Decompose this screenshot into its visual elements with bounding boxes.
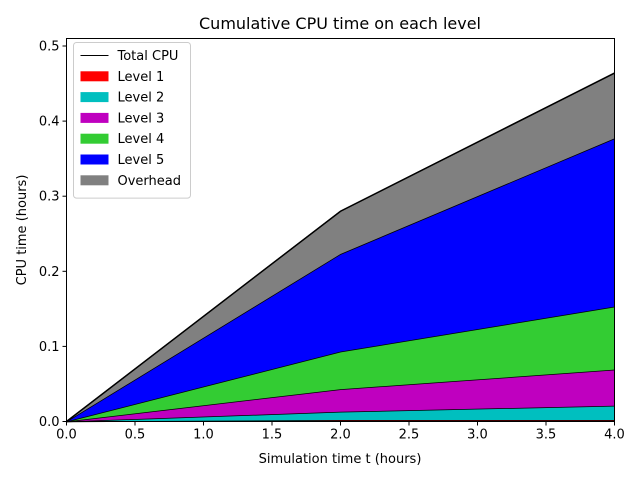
chart-title: Cumulative CPU time on each level (199, 14, 481, 33)
x-axis-ticks: 0.0 0.5 1.0 1.5 2.0 2.5 3.0 3.5 4.0 (56, 421, 625, 443)
legend-label: Level 4 (118, 132, 165, 147)
legend-label: Level 1 (118, 70, 165, 85)
x-tick-label: 0.5 (125, 428, 146, 443)
y-axis-ticks: 0.0 0.1 0.2 0.3 0.4 0.5 (39, 40, 67, 430)
total-cpu-line (66, 72, 615, 422)
y-tick-label: 0.3 (39, 190, 60, 205)
legend-label: Overhead (118, 174, 182, 189)
legend-swatch (80, 154, 109, 165)
y-tick-label: 0.5 (39, 40, 60, 55)
x-tick-label: 4.0 (604, 428, 625, 443)
legend-label: Total CPU (117, 49, 179, 64)
legend-swatch (80, 175, 109, 186)
area-series-4 (66, 306, 615, 422)
x-axis-label: Simulation time t (hours) (259, 452, 422, 467)
legend-label: Level 5 (118, 153, 165, 168)
y-tick-label: 0.2 (39, 265, 60, 280)
x-tick-label: 2.5 (399, 428, 420, 443)
legend-swatch (80, 71, 109, 82)
stacked-areas (66, 72, 615, 423)
legend-swatch (80, 112, 109, 123)
x-tick-label: 0.0 (56, 428, 77, 443)
legend-label: Level 2 (118, 91, 165, 106)
x-tick-label: 1.5 (262, 428, 283, 443)
x-tick-label: 2.0 (330, 428, 351, 443)
y-axis-label: CPU time (hours) (15, 175, 30, 286)
area-series-6 (66, 73, 615, 422)
legend-swatch (80, 133, 109, 144)
x-tick-label: 3.5 (536, 428, 557, 443)
plot-frame (66, 38, 615, 422)
area-series-2 (66, 405, 615, 422)
legend: Total CPU Level 1 Level 2 Level 3 Level 4 Lev… (73, 42, 191, 199)
x-tick-label: 1.0 (193, 428, 214, 443)
legend-swatch (80, 92, 109, 103)
x-tick-label: 3.0 (467, 428, 488, 443)
y-tick-label: 0.0 (39, 415, 60, 430)
area-series-3 (66, 369, 615, 422)
legend-label: Level 3 (118, 111, 165, 126)
area-series-5 (66, 138, 615, 422)
y-tick-label: 0.1 (39, 340, 60, 355)
y-tick-label: 0.4 (39, 115, 60, 130)
